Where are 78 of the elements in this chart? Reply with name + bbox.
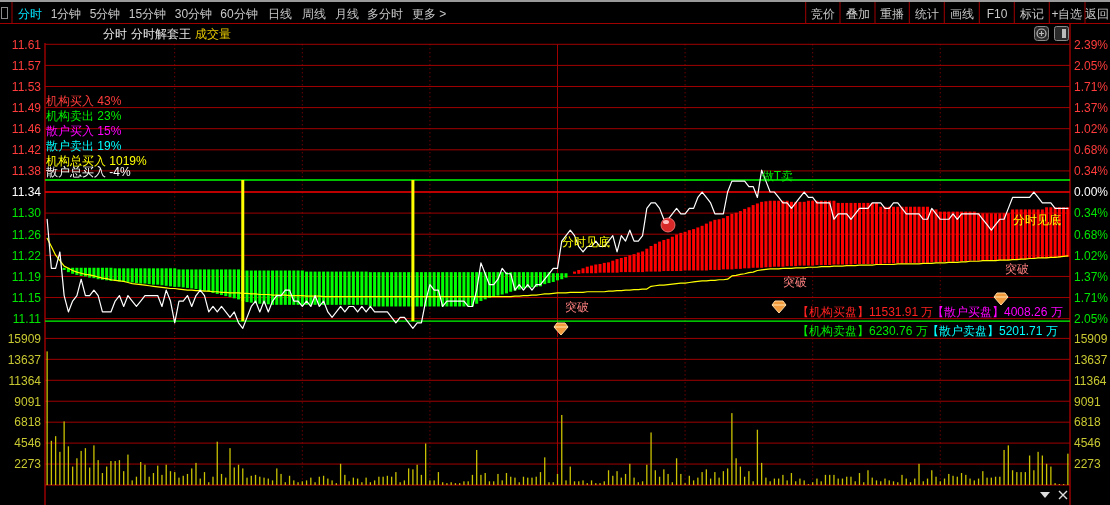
annotation: 散户买入 15%	[46, 124, 122, 138]
y2-tick-label: 1.02%	[1074, 248, 1109, 263]
y2-tick-label: 0.34%	[1074, 164, 1109, 179]
y2-tick-label: 0.34%	[1074, 206, 1109, 221]
text: 15分钟	[128, 7, 167, 21]
y2-tick-label: 0.00%	[1074, 185, 1109, 200]
y2-tick-label: 1.71%	[1074, 290, 1109, 305]
text: 重播	[880, 7, 904, 21]
text: 60分钟	[220, 7, 258, 21]
text: 多分时	[367, 7, 403, 21]
annotation: 【散户卖盘】5201.71 万	[927, 324, 1058, 338]
y2-tick-label: 2.05%	[1074, 311, 1109, 326]
y-tick-label: 15909	[7, 331, 42, 346]
y-tick-label: 11.42	[11, 143, 42, 158]
y-tick-label: 11.11	[12, 311, 42, 326]
text: 分时	[103, 27, 127, 41]
y2-tick-label: 6818	[1074, 415, 1102, 430]
y-tick-label: 11.30	[11, 206, 42, 221]
y-tick-label: 11.22	[11, 248, 42, 263]
annotation: 突破	[783, 275, 807, 289]
y2-tick-label: 0.68%	[1074, 227, 1109, 242]
y2-tick-label: 2273	[1074, 457, 1102, 472]
y2-tick-label: 1.02%	[1074, 122, 1109, 137]
annotation: 【散户买盘】4008.26 万	[932, 304, 1063, 319]
y2-tick-label: 4546	[1074, 436, 1102, 451]
y-tick-label: 11.53	[11, 79, 42, 94]
y-tick-label: 11.46	[11, 121, 42, 136]
text: F10	[986, 7, 1008, 21]
text: 统计	[915, 7, 939, 21]
text: +自选	[1051, 7, 1083, 21]
y-tick-label: 11.57	[11, 58, 42, 73]
y-tick-label: 13637	[7, 352, 42, 367]
text: 周线	[301, 7, 326, 21]
y2-tick-label: 1.71%	[1074, 79, 1109, 94]
y-tick-label: 11.49	[11, 100, 42, 115]
annotation: 散户总买入 -4%	[46, 165, 131, 179]
text: 30分钟	[174, 7, 213, 21]
y-tick-label: 11.15	[11, 290, 42, 305]
text: 1分钟	[50, 7, 82, 21]
y-tick-label: 11.38	[11, 164, 42, 179]
y2-tick-label: 15909	[1074, 331, 1108, 346]
y-tick-label: 4546	[14, 436, 42, 451]
y2-tick-label: 1.37%	[1074, 100, 1109, 115]
y2-tick-label: 2.05%	[1074, 58, 1109, 73]
y2-tick-label: 2.39%	[1074, 37, 1109, 52]
text: 5分钟	[89, 7, 121, 21]
y2-tick-label: 9091	[1074, 394, 1102, 409]
y-tick-label: 6818	[14, 415, 42, 430]
text: 更多 >	[411, 7, 447, 21]
text: 画线	[950, 7, 974, 21]
y-tick-label: 2273	[14, 457, 42, 472]
annotation: 机构卖出 23%	[46, 109, 122, 123]
annotation: 机构总买入 1019%	[46, 154, 148, 168]
y2-tick-label: 0.68%	[1074, 143, 1109, 158]
y-tick-label: 11.61	[11, 37, 42, 52]
y2-tick-label: 11364	[1074, 373, 1107, 388]
text: 叠加	[845, 7, 870, 21]
text: 日线	[267, 7, 292, 21]
annotation: 突破	[1005, 262, 1029, 276]
annotation: 散户卖出 19%	[46, 139, 122, 153]
annotation: 【机构卖盘】6230.76 万	[797, 324, 928, 338]
text: 分时解套王	[131, 27, 191, 41]
text: 竞价	[811, 7, 835, 21]
text: 返回	[1084, 7, 1109, 21]
y2-tick-label: 13637	[1074, 352, 1108, 367]
y-tick-label: 11.26	[11, 227, 42, 242]
y-tick-label: 11.34	[11, 185, 42, 200]
annotation: 机构买入 43%	[46, 94, 122, 108]
y2-tick-label: 1.37%	[1074, 269, 1109, 284]
text: 成交量	[195, 27, 231, 41]
annotation: 【机构买盘】11531.91 万	[797, 304, 934, 319]
text: 分时	[18, 7, 42, 21]
y-tick-label: 11.19	[11, 269, 42, 284]
annotation: 突破	[565, 300, 589, 314]
text: 月线	[335, 7, 359, 21]
text: 标记	[1019, 7, 1044, 21]
y-tick-label: 9091	[14, 394, 42, 409]
y-tick-label: 11364	[8, 373, 42, 388]
